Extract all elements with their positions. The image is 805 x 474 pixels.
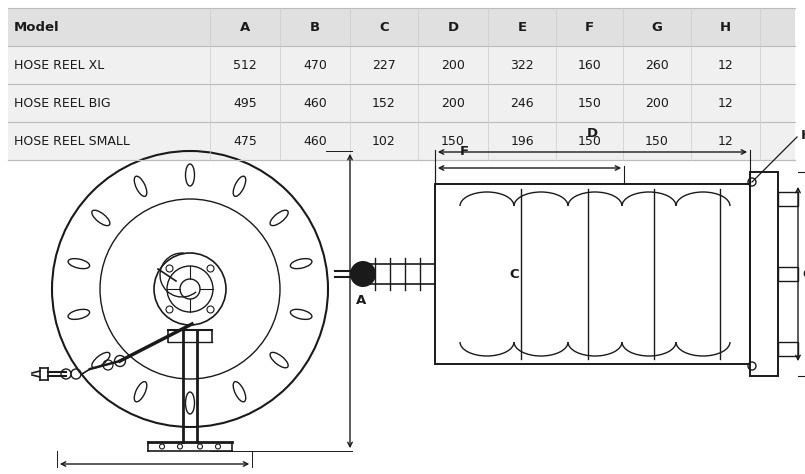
Text: G: G (651, 20, 663, 34)
Text: 152: 152 (372, 97, 396, 109)
Text: A: A (240, 20, 250, 34)
Text: 150: 150 (645, 135, 669, 147)
Circle shape (114, 356, 126, 366)
Text: E: E (518, 20, 526, 34)
Text: C: C (509, 267, 518, 281)
Bar (778, 267, 798, 281)
Text: 246: 246 (510, 97, 534, 109)
Text: HOSE REEL SMALL: HOSE REEL SMALL (14, 135, 130, 147)
Text: 12: 12 (717, 97, 733, 109)
Text: 470: 470 (303, 58, 327, 72)
Text: H: H (720, 20, 731, 34)
Text: 260: 260 (645, 58, 669, 72)
Bar (435, 184, 750, 364)
Text: F: F (585, 20, 594, 34)
Text: Model: Model (14, 20, 60, 34)
Bar (8, 122, 795, 160)
Text: 196: 196 (510, 135, 534, 147)
Text: 512: 512 (233, 58, 257, 72)
Text: 200: 200 (441, 58, 465, 72)
Text: 495: 495 (233, 97, 257, 109)
Text: C: C (379, 20, 389, 34)
Text: 200: 200 (645, 97, 669, 109)
Text: B: B (310, 20, 320, 34)
Text: 460: 460 (303, 135, 327, 147)
Text: HOSE REEL XL: HOSE REEL XL (14, 58, 105, 72)
Text: HOSE REEL BIG: HOSE REEL BIG (14, 97, 110, 109)
Text: 160: 160 (578, 58, 601, 72)
Text: D: D (448, 20, 459, 34)
Text: A: A (356, 294, 366, 308)
Bar (8, 8, 795, 46)
Text: 150: 150 (441, 135, 465, 147)
Text: 475: 475 (233, 135, 257, 147)
Circle shape (350, 261, 376, 287)
Text: F: F (460, 145, 469, 158)
Bar (8, 46, 795, 84)
Text: 322: 322 (510, 58, 534, 72)
Text: 12: 12 (717, 135, 733, 147)
Text: 102: 102 (372, 135, 396, 147)
Text: H: H (801, 128, 805, 142)
Bar (778, 342, 798, 356)
Bar (8, 84, 795, 122)
Text: 227: 227 (372, 58, 396, 72)
Text: 460: 460 (303, 97, 327, 109)
Text: 12: 12 (717, 58, 733, 72)
Bar (778, 192, 798, 206)
Text: G: G (802, 267, 805, 281)
Bar (750, 172, 778, 376)
Text: D: D (587, 127, 598, 140)
Text: 150: 150 (577, 135, 601, 147)
Text: 200: 200 (441, 97, 465, 109)
Text: 150: 150 (577, 97, 601, 109)
